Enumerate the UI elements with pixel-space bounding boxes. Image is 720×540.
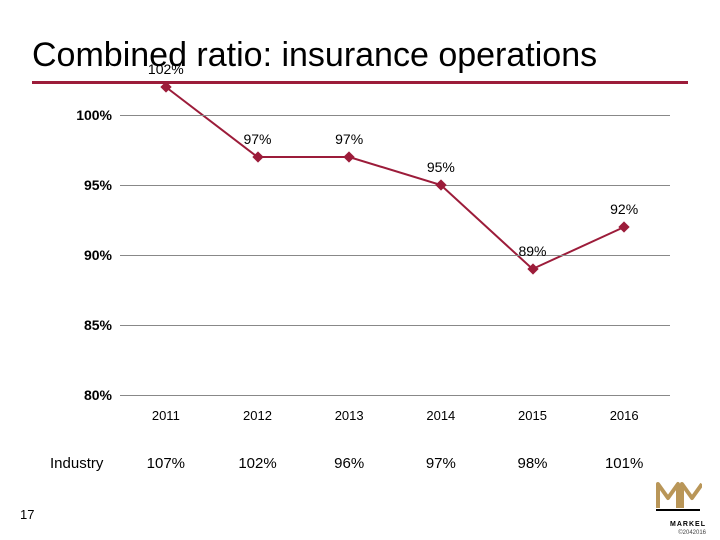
chart-plot: 80%85%90%95%100%201120122013201420152016… (120, 115, 670, 395)
chart-data-label: 102% (148, 61, 184, 77)
x-axis-label: 2011 (126, 408, 206, 423)
chart-data-label: 95% (427, 159, 455, 175)
brand-logo (654, 478, 702, 512)
x-axis-label: 2016 (584, 408, 664, 423)
x-axis-label: 2015 (493, 408, 573, 423)
gridline (120, 185, 670, 186)
industry-cell: 107% (147, 455, 185, 472)
chart-data-label: 97% (335, 131, 363, 147)
chart-data-label: 92% (610, 201, 638, 217)
y-axis-label: 90% (50, 247, 112, 263)
x-axis-label: 2012 (218, 408, 298, 423)
gridline (120, 255, 670, 256)
gridline (120, 325, 670, 326)
industry-row: Industry 107% 102% 96% 97% 98% 101% (50, 455, 670, 483)
chart-data-label: 97% (243, 131, 271, 147)
y-axis-label: 100% (50, 107, 112, 123)
industry-cell: 101% (605, 455, 643, 472)
industry-cell: 98% (517, 455, 547, 472)
industry-cell: 102% (238, 455, 276, 472)
industry-label: Industry (50, 455, 103, 472)
gridline (120, 115, 670, 116)
y-axis-label: 80% (50, 387, 112, 403)
disclosure-text: ©2042016 (678, 530, 706, 536)
chart-area: 80%85%90%95%100%201120122013201420152016… (50, 115, 670, 425)
gridline (120, 395, 670, 396)
page-title: Combined ratio: insurance operations (32, 36, 688, 84)
brand-text: MARKEL (670, 521, 706, 528)
x-axis-label: 2014 (401, 408, 481, 423)
y-axis-label: 95% (50, 177, 112, 193)
x-axis-label: 2013 (309, 408, 389, 423)
page-number: 17 (20, 507, 34, 522)
y-axis-label: 85% (50, 317, 112, 333)
industry-cell: 96% (334, 455, 364, 472)
slide: Combined ratio: insurance operations 80%… (0, 0, 720, 540)
industry-cell: 97% (426, 455, 456, 472)
chart-data-label: 89% (518, 243, 546, 259)
